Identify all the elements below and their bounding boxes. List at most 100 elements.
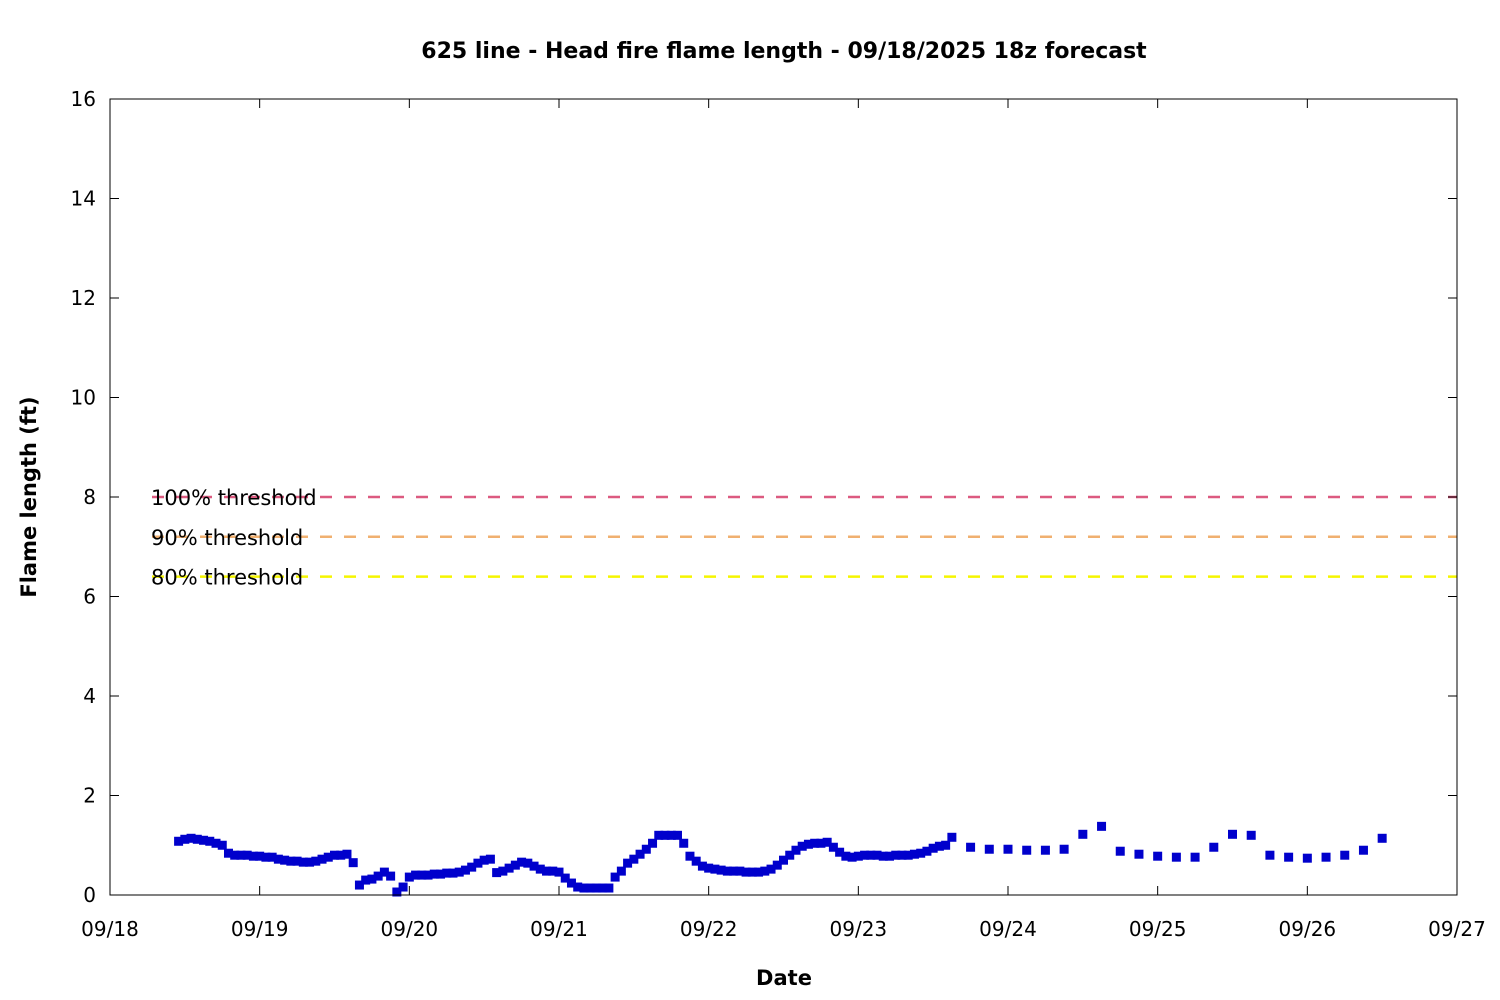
data-point: [205, 836, 215, 846]
data-point: [330, 850, 339, 860]
data-point: [342, 849, 352, 859]
data-point: [760, 866, 770, 876]
data-point: [348, 858, 358, 868]
data-point: [866, 850, 876, 860]
data-point: [916, 848, 926, 858]
data-point: [236, 850, 246, 860]
data-point: [230, 850, 240, 860]
data-point: [779, 855, 788, 865]
data-point: [442, 868, 452, 878]
data-point: [654, 830, 664, 840]
data-point: [847, 852, 857, 862]
data-point: [548, 866, 558, 876]
y-tick-label: 16: [71, 87, 96, 111]
threshold-label: 100% threshold: [151, 486, 317, 510]
data-point: [367, 874, 377, 884]
threshold-label: 80% threshold: [151, 566, 303, 590]
data-point: [816, 838, 826, 848]
data-point: [174, 836, 184, 846]
data-point: [467, 862, 477, 872]
y-tick-label: 2: [83, 784, 96, 808]
data-point: [591, 883, 601, 893]
data-point: [1190, 852, 1200, 862]
data-point: [186, 833, 196, 843]
data-point: [810, 838, 820, 848]
data-point: [822, 837, 832, 847]
x-tick-label: 09/27: [1428, 917, 1486, 941]
data-point: [573, 882, 583, 892]
y-tick-label: 12: [71, 286, 96, 310]
data-point: [1265, 850, 1275, 860]
data-point: [928, 843, 938, 853]
data-point: [598, 883, 608, 893]
data-point: [211, 838, 221, 848]
data-point: [1153, 851, 1163, 861]
data-point: [305, 857, 315, 867]
data-point: [872, 850, 882, 860]
data-point: [473, 858, 483, 868]
data-point: [716, 865, 726, 875]
y-tick-label: 10: [71, 386, 96, 410]
data-point: [635, 849, 645, 859]
data-point: [504, 863, 514, 873]
data-point: [803, 839, 813, 849]
data-point: [909, 849, 919, 859]
data-point: [423, 870, 433, 880]
data-point: [223, 848, 233, 858]
data-point: [261, 852, 271, 862]
data-point: [267, 852, 277, 862]
y-tick-label: 0: [83, 883, 96, 907]
data-point: [317, 854, 327, 864]
chart-title: 625 line - Head fire flame length - 09/1…: [421, 39, 1147, 64]
data-point: [797, 841, 807, 851]
x-tick-label: 09/22: [680, 917, 738, 941]
data-point: [941, 840, 951, 850]
data-point: [286, 856, 296, 866]
data-point: [785, 850, 795, 860]
data-point: [1097, 821, 1107, 831]
data-point: [492, 868, 502, 878]
data-point: [292, 856, 302, 866]
data-point: [685, 851, 695, 861]
data-point: [660, 830, 670, 840]
data-point: [379, 867, 389, 877]
data-point: [835, 847, 845, 857]
x-tick-label: 09/26: [1279, 917, 1337, 941]
data-point: [766, 864, 776, 874]
data-point: [860, 850, 870, 860]
data-point: [697, 861, 707, 871]
data-point: [436, 869, 446, 879]
data-point: [336, 850, 346, 860]
data-point: [1228, 829, 1237, 839]
data-point: [741, 867, 751, 877]
data-point: [217, 840, 227, 850]
data-point: [1115, 846, 1125, 856]
threshold-lines: 100% threshold 90% threshold 80% threshold: [151, 486, 1457, 590]
data-point: [560, 873, 570, 883]
data-point: [666, 830, 676, 840]
data-point: [542, 866, 552, 876]
data-point: [897, 850, 907, 860]
data-point: [354, 880, 364, 890]
data-point: [1134, 849, 1144, 859]
data-point: [672, 830, 682, 840]
plot-frame: [109, 98, 1458, 896]
data-point: [398, 882, 408, 892]
data-point: [1209, 842, 1219, 852]
data-point: [579, 883, 589, 893]
data-point: [641, 844, 651, 854]
y-axis-label: Flame length (ft): [17, 396, 41, 597]
data-point: [934, 841, 944, 851]
x-tick-label: 09/20: [381, 917, 439, 941]
data-point: [610, 872, 620, 882]
data-point: [1377, 833, 1387, 843]
axis-ticks: 0 2 4 6 8 10 12 14 16 09/18 09/19 09/20 09/21 09/22 09…: [71, 87, 1486, 941]
data-point: [373, 871, 383, 881]
data-point: [735, 866, 745, 876]
data-point: [585, 883, 595, 893]
data-point: [947, 832, 957, 842]
data-point: [510, 860, 520, 870]
data-point: [454, 867, 464, 877]
data-point: [485, 854, 495, 864]
